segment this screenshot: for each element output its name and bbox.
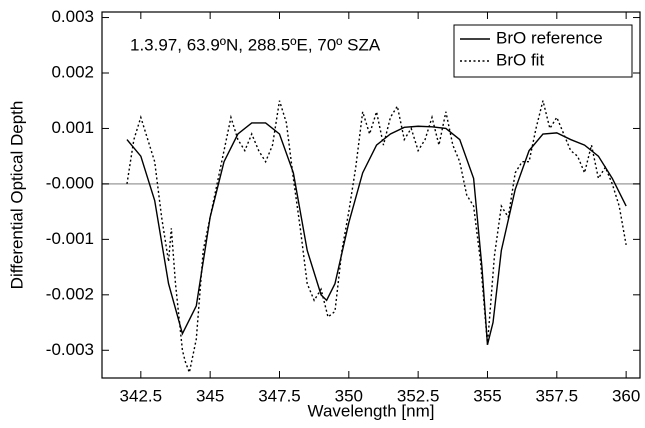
x-axis-label: Wavelength [nm]: [308, 401, 435, 420]
y-tick-label: -0.003: [46, 340, 94, 359]
y-tick-label: -0.002: [46, 284, 94, 303]
y-tick-label: -0.000: [46, 173, 94, 192]
x-tick-label: 347.5: [258, 386, 301, 405]
series-line: [126, 122, 627, 345]
plot-frame: [101, 11, 641, 379]
y-tick-label: 0.003: [51, 7, 94, 26]
x-tick-label: 357.5: [536, 386, 579, 405]
legend-label: BrO fit: [496, 50, 544, 69]
x-tick-label: 342.5: [120, 386, 163, 405]
annotation: 1.3.97, 63.9ºN, 288.5ºE, 70º SZA: [130, 35, 381, 54]
y-axis-label: Differential Optical Depth: [7, 101, 26, 290]
y-tick-label: -0.001: [46, 229, 94, 248]
y-tick-label: 0.001: [51, 118, 94, 137]
series-line: [126, 100, 627, 375]
x-tick-label: 350: [335, 386, 363, 405]
x-tick-label: 360: [612, 386, 640, 405]
y-tick-label: 0.002: [51, 62, 94, 81]
x-tick-label: 345: [196, 386, 224, 405]
legend-box: [453, 24, 633, 78]
x-tick-label: 352.5: [397, 386, 440, 405]
x-tick-label: 355: [473, 386, 501, 405]
legend-label: BrO reference: [496, 28, 603, 47]
